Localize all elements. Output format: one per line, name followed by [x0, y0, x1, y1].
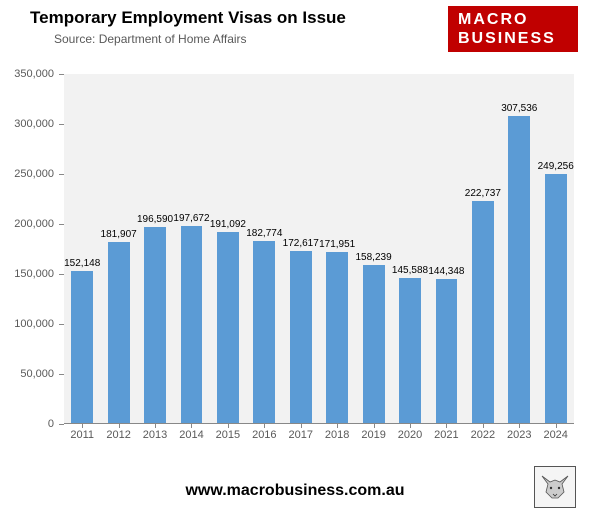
bar-value-label: 197,672	[173, 213, 209, 224]
bar-value-label: 145,588	[392, 265, 428, 276]
bar-slot: 307,5362023	[501, 74, 537, 423]
bar-value-label: 144,348	[428, 266, 464, 277]
y-tick	[59, 74, 64, 75]
bar-value-label: 152,148	[64, 258, 100, 269]
x-axis-label: 2015	[216, 429, 240, 441]
bar-slot: 145,5882020	[392, 74, 428, 423]
bars-container: 152,1482011181,9072012196,5902013197,672…	[64, 74, 574, 423]
y-tick	[59, 324, 64, 325]
y-axis-label: 150,000	[4, 268, 54, 280]
bar: 196,590	[144, 227, 166, 423]
y-axis-label: 300,000	[4, 118, 54, 130]
bar: 197,672	[181, 226, 203, 423]
x-axis-label: 2011	[70, 429, 94, 441]
bar: 307,536	[508, 116, 530, 423]
x-tick	[191, 423, 192, 428]
x-tick	[337, 423, 338, 428]
bar-slot: 191,0922015	[210, 74, 246, 423]
x-axis-label: 2023	[507, 429, 531, 441]
fox-svg	[538, 470, 572, 504]
bar-value-label: 181,907	[101, 229, 137, 240]
fox-icon	[534, 466, 576, 508]
bar-value-label: 191,092	[210, 219, 246, 230]
bar-slot: 222,7372022	[465, 74, 501, 423]
bar-value-label: 171,951	[319, 239, 355, 250]
x-tick	[410, 423, 411, 428]
y-tick	[59, 174, 64, 175]
x-tick	[228, 423, 229, 428]
bar-slot: 172,6172017	[283, 74, 319, 423]
x-axis-label: 2024	[543, 429, 567, 441]
bar: 171,951	[326, 252, 348, 423]
header: Temporary Employment Visas on Issue Sour…	[0, 0, 590, 60]
bar: 181,907	[108, 242, 130, 423]
y-axis-label: 350,000	[4, 68, 54, 80]
y-axis-label: 250,000	[4, 168, 54, 180]
y-axis-label: 50,000	[4, 368, 54, 380]
y-tick	[59, 274, 64, 275]
bar-value-label: 182,774	[246, 228, 282, 239]
bar: 222,737	[472, 201, 494, 423]
bar-value-label: 196,590	[137, 214, 173, 225]
logo-line2: BUSINESS	[458, 29, 578, 48]
bar: 145,588	[399, 278, 421, 423]
bar-slot: 158,2392019	[355, 74, 391, 423]
bar-slot: 182,7742016	[246, 74, 282, 423]
bar: 182,774	[253, 241, 275, 423]
x-tick	[556, 423, 557, 428]
bar: 144,348	[436, 279, 458, 423]
bar-value-label: 249,256	[538, 161, 574, 172]
y-tick	[59, 224, 64, 225]
x-axis-label: 2022	[471, 429, 495, 441]
bar-slot: 171,9512018	[319, 74, 355, 423]
x-tick	[519, 423, 520, 428]
x-tick	[301, 423, 302, 428]
x-axis-label: 2016	[252, 429, 276, 441]
x-tick	[119, 423, 120, 428]
y-tick	[59, 374, 64, 375]
x-tick	[264, 423, 265, 428]
y-axis-label: 100,000	[4, 318, 54, 330]
y-axis-label: 200,000	[4, 218, 54, 230]
x-axis-label: 2019	[361, 429, 385, 441]
chart: 152,1482011181,9072012196,5902013197,672…	[10, 70, 580, 460]
x-axis-label: 2012	[106, 429, 130, 441]
x-axis-label: 2018	[325, 429, 349, 441]
x-tick	[374, 423, 375, 428]
website-url: www.macrobusiness.com.au	[0, 482, 590, 500]
bar-value-label: 307,536	[501, 103, 537, 114]
bar-slot: 197,6722014	[173, 74, 209, 423]
bar: 191,092	[217, 232, 239, 423]
bar-slot: 181,9072012	[100, 74, 136, 423]
bar-slot: 196,5902013	[137, 74, 173, 423]
plot-area: 152,1482011181,9072012196,5902013197,672…	[64, 74, 574, 424]
y-axis-label: 0	[4, 418, 54, 430]
bar-value-label: 158,239	[356, 252, 392, 263]
bar: 249,256	[545, 174, 567, 423]
x-tick	[483, 423, 484, 428]
x-tick	[446, 423, 447, 428]
bar-value-label: 172,617	[283, 238, 319, 249]
bar-slot: 144,3482021	[428, 74, 464, 423]
bar: 172,617	[290, 251, 312, 423]
x-axis-label: 2020	[398, 429, 422, 441]
brand-logo: MACRO BUSINESS	[448, 6, 578, 52]
x-axis-label: 2014	[179, 429, 203, 441]
x-axis-label: 2021	[434, 429, 458, 441]
x-tick	[82, 423, 83, 428]
bar: 152,148	[71, 271, 93, 423]
x-axis-label: 2017	[288, 429, 312, 441]
x-axis-label: 2013	[143, 429, 167, 441]
bar-value-label: 222,737	[465, 188, 501, 199]
bar-slot: 152,1482011	[64, 74, 100, 423]
y-tick	[59, 124, 64, 125]
x-tick	[155, 423, 156, 428]
bar-slot: 249,2562024	[537, 74, 573, 423]
y-tick	[59, 424, 64, 425]
bar: 158,239	[363, 265, 385, 423]
logo-line1: MACRO	[458, 10, 578, 29]
